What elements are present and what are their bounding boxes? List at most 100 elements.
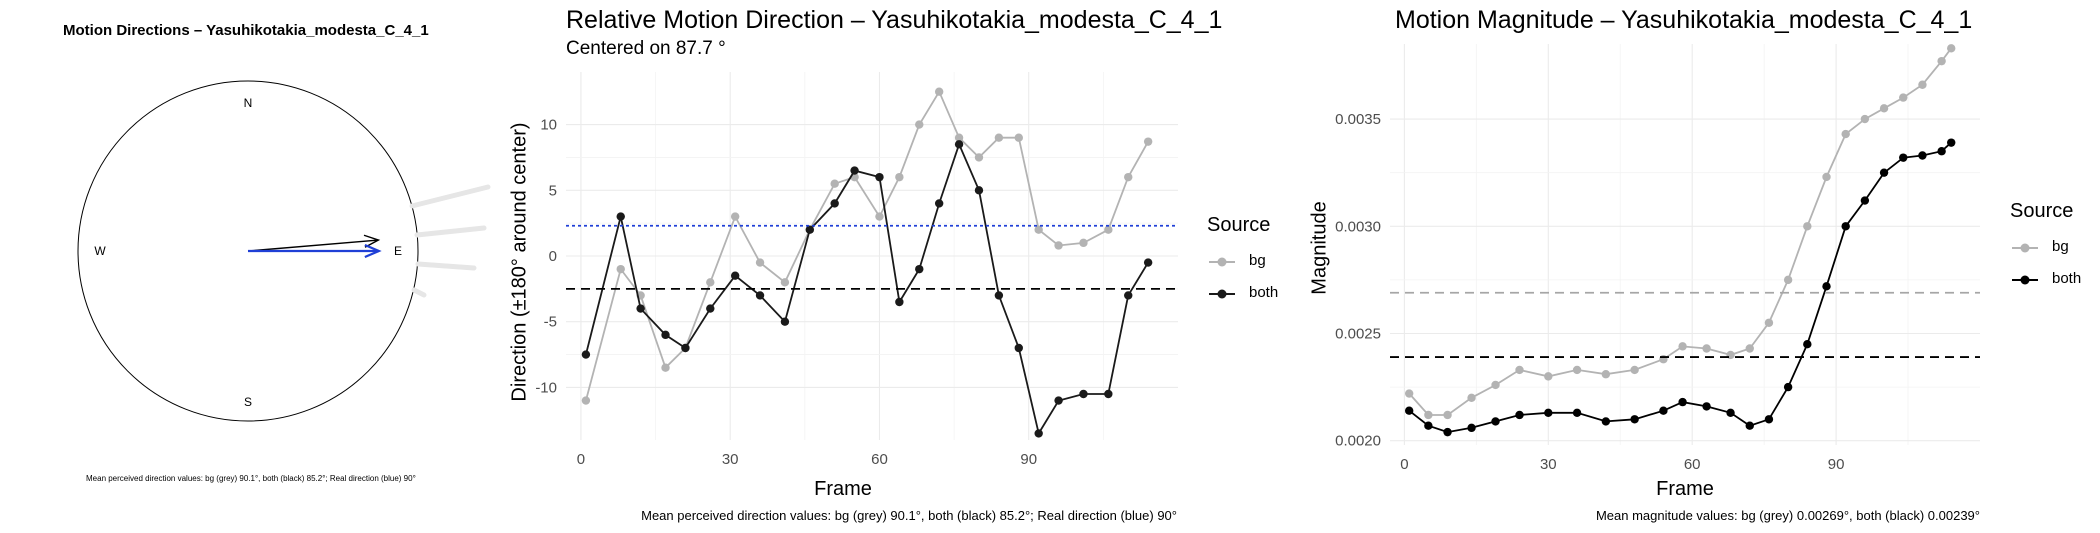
direction-point-bg <box>661 363 670 372</box>
magnitude-point-bg <box>1822 172 1831 182</box>
magnitude-legend-title: Source <box>2010 200 2074 222</box>
direction-point-both <box>830 199 839 208</box>
magnitude-ytick-label: 0.0025 <box>1335 325 1381 342</box>
direction-subtitle: Centered on 87.7 ° <box>566 38 726 59</box>
direction-point-both <box>1143 258 1153 267</box>
direction-xlabel: Frame <box>814 478 872 500</box>
direction-point-both <box>636 304 645 313</box>
direction-line-bg <box>585 89 1149 401</box>
compass-circle <box>77 80 419 422</box>
magnitude-point-bg <box>1544 372 1553 381</box>
direction-series-bg <box>581 87 1153 405</box>
magnitude-point-bg <box>1601 370 1611 379</box>
magnitude-point-both <box>1515 410 1524 420</box>
magnitude-xtick-label: 0 <box>1400 456 1408 473</box>
magnitude-point-both <box>1702 402 1711 411</box>
direction-point-both <box>895 297 904 307</box>
magnitude-point-bg <box>1764 318 1774 327</box>
direction-point-bg <box>974 153 984 162</box>
direction-caption: Mean perceived direction values: bg (gre… <box>641 508 1177 523</box>
magnitude-point-both <box>1918 151 1927 160</box>
direction-point-both <box>780 317 790 326</box>
magnitude-ytick-label: 0.0020 <box>1335 433 1381 450</box>
magnitude-point-both <box>1879 168 1889 177</box>
magnitude-point-both <box>1783 382 1793 392</box>
compass-caption: Mean perceived direction values: bg (gre… <box>86 474 416 483</box>
direction-ytick-label: 0 <box>549 248 557 265</box>
direction-point-both <box>1124 291 1133 300</box>
magnitude-point-bg <box>1783 275 1793 285</box>
direction-ytick-label: -5 <box>544 314 557 331</box>
magnitude-point-bg <box>1879 104 1889 113</box>
magnitude-point-both <box>1630 415 1639 424</box>
magnitude-point-both <box>1764 415 1774 424</box>
magnitude-point-bg <box>1860 114 1870 124</box>
magnitude-point-both <box>1860 196 1870 205</box>
direction-grid <box>566 72 1178 440</box>
magnitude-point-bg <box>1491 380 1500 390</box>
direction-ytick-label: 5 <box>549 182 557 199</box>
direction-point-both <box>954 140 964 149</box>
magnitude-point-both <box>1726 408 1735 418</box>
direction-point-bg <box>1014 133 1023 142</box>
compass-label-n: N <box>244 96 253 110</box>
magnitude-point-both <box>1443 427 1452 437</box>
direction-point-both <box>616 212 625 221</box>
magnitude-point-both <box>1424 421 1433 430</box>
direction-point-bg <box>581 396 591 405</box>
direction-point-bg <box>780 278 790 287</box>
direction-point-both <box>581 350 591 359</box>
magnitude-series-bg <box>1404 44 1956 420</box>
magnitude-point-bg <box>1702 344 1711 353</box>
compass-plot: N S W E <box>77 80 491 422</box>
magnitude-xtick-label: 30 <box>1540 456 1557 473</box>
compass-arrowhead-both <box>363 234 381 248</box>
magnitude-point-bg <box>1678 342 1687 351</box>
legend-label-both: both <box>1249 284 1279 301</box>
magnitude-point-bg <box>1937 56 1946 66</box>
legend-label-bg: bg <box>1249 252 1266 269</box>
magnitude-point-both <box>1745 421 1754 430</box>
magnitude-title: Motion Magnitude – Yasuhikotakia_modesta… <box>1395 6 1973 34</box>
magnitude-point-both <box>1544 408 1553 418</box>
magnitude-series-both <box>1404 138 1956 437</box>
compass-label-w: W <box>94 244 106 258</box>
magnitude-ytick-label: 0.0030 <box>1335 218 1381 235</box>
direction-point-both <box>1054 396 1063 405</box>
direction-point-bg <box>730 212 740 221</box>
direction-point-bg <box>915 120 924 129</box>
magnitude-point-bg <box>1899 93 1908 102</box>
magnitude-ylabel: Magnitude <box>1308 201 1331 295</box>
direction-xtick-label: 30 <box>722 451 739 468</box>
magnitude-point-bg <box>1424 410 1433 420</box>
direction-point-bg <box>934 87 944 96</box>
direction-point-both <box>875 172 884 182</box>
direction-point-both <box>805 225 815 234</box>
compass-arrows <box>247 234 382 259</box>
magnitude-point-both <box>1947 138 1956 147</box>
magnitude-point-bg <box>1803 222 1812 231</box>
direction-point-bg <box>1143 137 1153 146</box>
magnitude-point-both <box>1659 406 1668 415</box>
direction-point-bg <box>616 264 625 274</box>
magnitude-point-both <box>1678 397 1687 407</box>
direction-point-bg <box>755 258 765 267</box>
compass-arrowhead-real <box>364 243 382 259</box>
magnitude-point-bg <box>1841 129 1850 139</box>
magnitude-point-bg <box>1467 393 1476 403</box>
magnitude-point-bg <box>1515 365 1524 375</box>
direction-point-bg <box>994 133 1004 142</box>
direction-tick-labels: 0 30 60 90 -10 -5 0 5 10 <box>535 117 1037 468</box>
direction-point-both <box>1079 389 1088 399</box>
magnitude-xtick-label: 60 <box>1684 456 1701 473</box>
direction-point-bg <box>1054 241 1063 250</box>
compass-bg-rays <box>409 184 491 298</box>
compass-label-s: S <box>244 395 252 409</box>
magnitude-point-both <box>1822 282 1831 291</box>
magnitude-point-both <box>1404 406 1414 415</box>
direction-point-bg <box>954 133 964 142</box>
direction-point-both <box>661 330 670 340</box>
magnitude-point-bg <box>1572 365 1582 375</box>
